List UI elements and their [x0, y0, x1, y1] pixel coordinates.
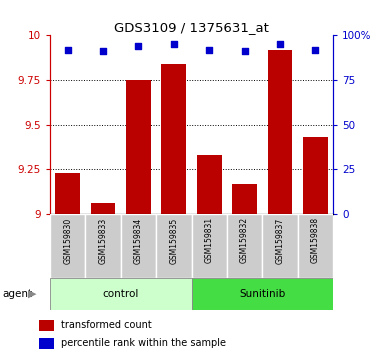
- Bar: [232, 184, 257, 214]
- Bar: [156, 214, 191, 278]
- Point: [65, 47, 71, 52]
- Point: [312, 47, 318, 52]
- Bar: [38, 320, 54, 331]
- Bar: [197, 155, 222, 214]
- Text: GSM159830: GSM159830: [63, 217, 72, 264]
- Text: Sunitinib: Sunitinib: [239, 289, 285, 299]
- Point: [241, 48, 248, 54]
- Text: agent: agent: [2, 289, 32, 299]
- Bar: [121, 214, 156, 278]
- Bar: [55, 173, 80, 214]
- Bar: [38, 338, 54, 349]
- Bar: [50, 278, 192, 310]
- Bar: [268, 50, 292, 214]
- Point: [206, 47, 212, 52]
- Bar: [192, 278, 333, 310]
- Text: control: control: [103, 289, 139, 299]
- Text: GSM159832: GSM159832: [240, 217, 249, 263]
- Text: GSM159837: GSM159837: [275, 217, 285, 264]
- Text: GSM159834: GSM159834: [134, 217, 143, 264]
- Bar: [161, 64, 186, 214]
- Point: [277, 41, 283, 47]
- Text: ▶: ▶: [28, 289, 36, 299]
- Bar: [50, 214, 85, 278]
- Bar: [192, 214, 227, 278]
- Bar: [227, 214, 262, 278]
- Point: [136, 43, 142, 49]
- Bar: [303, 137, 328, 214]
- Text: GSM159831: GSM159831: [205, 217, 214, 263]
- Text: GSM159838: GSM159838: [311, 217, 320, 263]
- Text: GSM159833: GSM159833: [99, 217, 108, 264]
- Text: GSM159835: GSM159835: [169, 217, 178, 264]
- Point: [171, 41, 177, 47]
- Text: percentile rank within the sample: percentile rank within the sample: [60, 338, 226, 348]
- Bar: [262, 214, 298, 278]
- Bar: [126, 80, 151, 214]
- Title: GDS3109 / 1375631_at: GDS3109 / 1375631_at: [114, 21, 269, 34]
- Bar: [298, 214, 333, 278]
- Bar: [91, 204, 116, 214]
- Bar: [85, 214, 121, 278]
- Point: [100, 48, 106, 54]
- Text: transformed count: transformed count: [60, 320, 151, 330]
